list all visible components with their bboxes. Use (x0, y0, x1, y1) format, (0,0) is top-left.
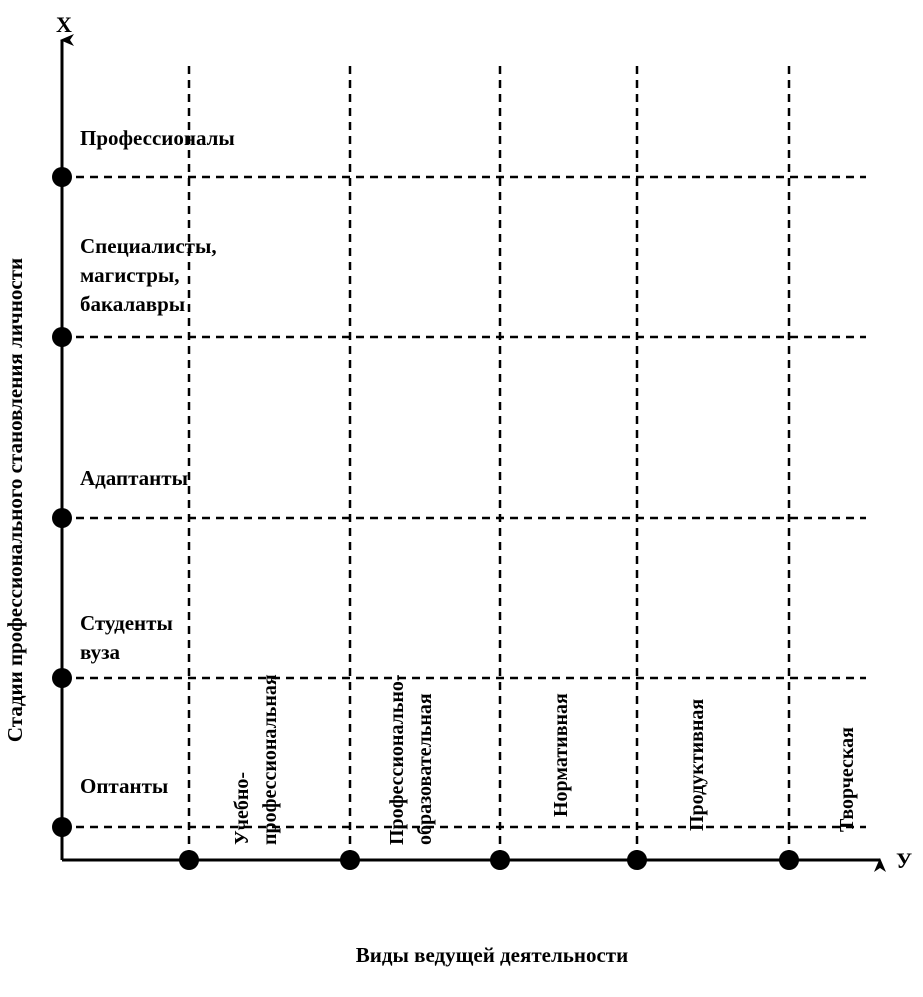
activity-dots (179, 850, 799, 870)
activity-label-line: образовательная (414, 693, 436, 845)
activity-label-line: Продуктивная (686, 699, 708, 831)
activity-label-line: профессиональная (259, 674, 281, 845)
activity-dot-normative (490, 850, 510, 870)
activity-dot-productive (627, 850, 647, 870)
stage-dot-adaptants (52, 508, 72, 528)
activity-label-line: Творческая (836, 727, 858, 832)
stage-label-line: Оптанты (80, 774, 168, 798)
activity-label-productive: Продуктивная (686, 699, 708, 831)
vertical-grid-lines (187, 66, 791, 860)
activity-dot-educational (179, 850, 199, 870)
activity-labels: Учебно- профессиональная Профессионально… (231, 669, 858, 845)
stage-label-line: Адаптанты (80, 466, 188, 490)
activity-label-line: Нормативная (550, 693, 572, 817)
stage-label-professionals: Профессионалы (80, 126, 235, 150)
activity-label-educational: Учебно- профессиональная (231, 674, 281, 845)
stage-dots (52, 167, 72, 837)
stage-label-adaptants: Адаптанты (80, 466, 188, 490)
stage-dot-specialists (52, 327, 72, 347)
stage-dot-optants (52, 817, 72, 837)
stage-label-line: вуза (80, 640, 121, 664)
vertical-axis-title: Стадии профессионального становления лич… (3, 258, 27, 742)
activity-label-creative: Творческая (836, 727, 858, 832)
stage-label-line: Студенты (80, 611, 173, 635)
stage-label-students: Студенты вуза (80, 611, 178, 664)
activity-dot-professional-educational (340, 850, 360, 870)
horizontal-grid-lines (62, 175, 866, 829)
stage-label-optants: Оптанты (80, 774, 168, 798)
stage-label-line: Профессионалы (80, 126, 235, 150)
activity-label-line: Учебно- (231, 772, 253, 845)
stage-dot-professionals (52, 167, 72, 187)
x-axis-letter: X (56, 12, 72, 37)
stage-label-line: бакалавры (80, 292, 185, 316)
stage-label-specialists: Специалисты, магистры, бакалавры (80, 234, 222, 316)
activity-label-normative: Нормативная (550, 693, 572, 817)
y-axis-letter: У (896, 848, 912, 873)
horizontal-axis-title: Виды ведущей деятельности (356, 943, 628, 967)
activity-label-line: Профессионально- (386, 674, 408, 845)
stage-labels: Оптанты Студенты вуза Адаптанты Специали… (80, 126, 235, 798)
activity-label-professional-educational: Профессионально- образовательная (386, 669, 436, 845)
stage-label-line: Специалисты, (80, 234, 217, 258)
stage-dot-students (52, 668, 72, 688)
activity-dot-creative (779, 850, 799, 870)
stage-label-line: магистры, (80, 263, 180, 287)
